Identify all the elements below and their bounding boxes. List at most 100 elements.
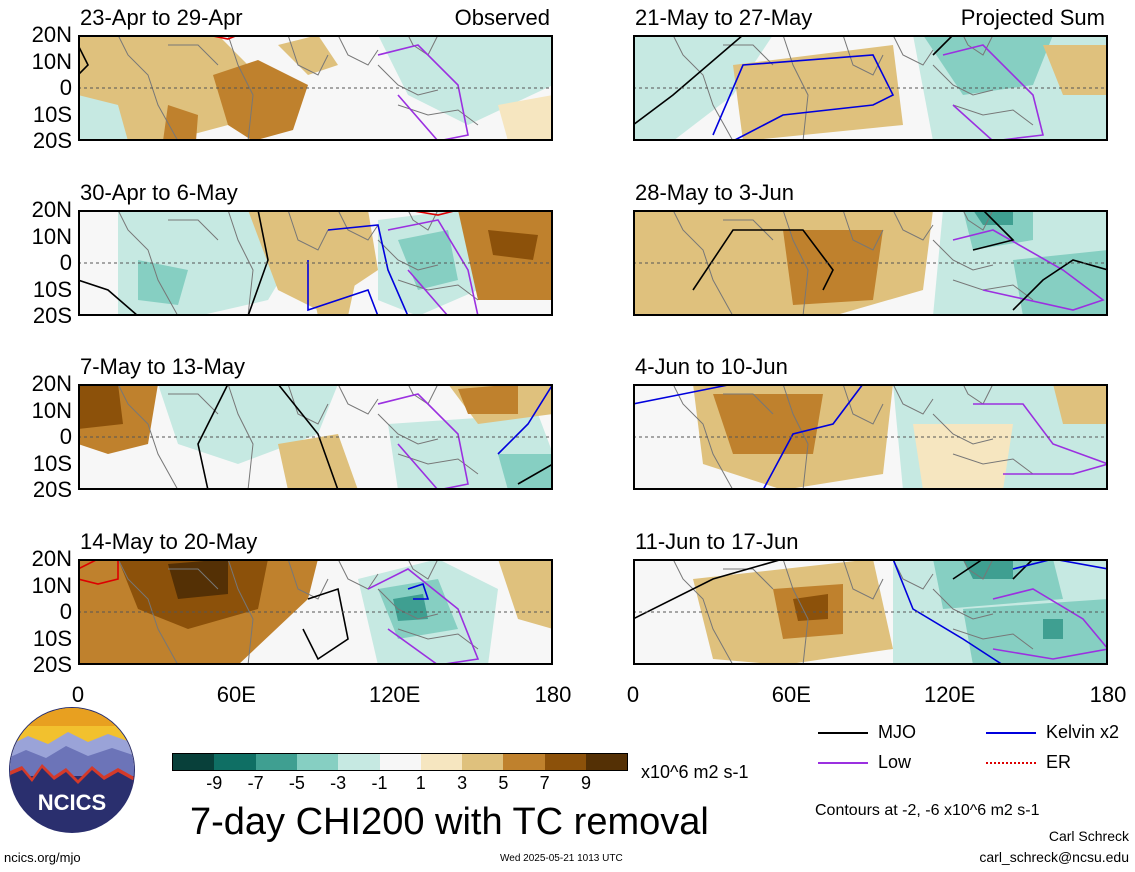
logo-text: NCICS: [38, 790, 106, 815]
anomaly-shading: [168, 559, 228, 599]
contour-line: [1012, 259, 1108, 311]
coastline: [377, 413, 439, 445]
coastline: [287, 35, 329, 76]
coastline: [723, 393, 774, 415]
coastline: [168, 219, 219, 241]
latitude-label: 10S: [32, 450, 72, 476]
coastline: [377, 588, 439, 620]
anomaly-shading: [138, 260, 188, 305]
legend-swatch: [986, 732, 1036, 734]
anomaly-shading: [163, 105, 198, 141]
anomaly-shading: [1043, 45, 1108, 95]
map-panel: [78, 35, 553, 141]
colorbar-swatch: [173, 754, 215, 770]
colorbar-tick: -1: [371, 773, 388, 793]
contour-line: [952, 229, 1105, 311]
colorbar-outline: [172, 753, 629, 771]
contour-line: [633, 384, 734, 405]
contour-line: [377, 393, 469, 490]
contour-line: [78, 44, 89, 76]
site-link[interactable]: ncics.org/mjo: [4, 850, 81, 865]
coastline: [782, 384, 809, 490]
anomaly-shading: [923, 35, 1053, 95]
contour-line: [197, 384, 229, 490]
longitude-label: 120E: [923, 682, 976, 707]
anomaly-shading: [393, 594, 428, 621]
anomaly-shading: [1053, 384, 1108, 424]
map-frame: [633, 210, 1108, 316]
longitude-label: 120E: [368, 682, 421, 707]
colorbar-swatch: [214, 754, 257, 770]
panel-title: 11-Jun to 17-Jun: [635, 529, 799, 554]
coastline: [932, 413, 994, 445]
coastline: [397, 628, 479, 650]
anomaly-shading: [378, 35, 553, 125]
coastline: [932, 588, 994, 620]
contour-line: [277, 384, 339, 490]
coastline: [168, 568, 219, 590]
latitude-label: 10S: [32, 101, 72, 127]
map-panel: [633, 559, 1108, 665]
panel-title: 30-Apr to 6-May: [80, 180, 238, 205]
colorbar-tick: -7: [247, 773, 264, 793]
map-plot: [633, 35, 1108, 141]
legend-swatch: [818, 732, 868, 734]
contour-line: [1012, 559, 1108, 570]
author-name: Carl Schreck: [1048, 828, 1129, 844]
coastline: [397, 453, 479, 475]
map-plot: [78, 210, 553, 316]
author-email: carl_schreck@ncsu.edu: [979, 849, 1129, 865]
coastline: [377, 64, 439, 96]
coastline: [892, 210, 934, 241]
longitude-label: 0: [626, 682, 640, 707]
latitude-label: 0: [59, 250, 72, 275]
legend-label: ER: [1046, 752, 1072, 772]
contour-line: [892, 559, 1004, 665]
coastline: [932, 64, 994, 96]
coastline: [723, 44, 774, 66]
map-plot: [633, 210, 1108, 316]
coastline: [397, 279, 479, 301]
anomaly-shading: [498, 454, 553, 490]
anomaly-shading: [793, 594, 828, 621]
colorbar-swatch: [296, 754, 339, 770]
colorbar-swatch: [503, 754, 546, 770]
contour-line: [407, 582, 430, 600]
contour-line: [992, 588, 1108, 660]
latitude-label: 10N: [31, 223, 72, 249]
latitude-label: 20N: [31, 22, 72, 47]
coastline: [932, 239, 994, 271]
anomaly-shading: [713, 394, 823, 454]
contour-line: [633, 35, 744, 126]
longitude-label: 180: [1089, 682, 1127, 707]
panel-title: 28-May to 3-Jun: [635, 180, 794, 205]
map-frame: [78, 384, 553, 490]
map-panel: [78, 384, 553, 490]
map-plot: [78, 35, 553, 141]
longitude-label: 60E: [771, 682, 811, 707]
map-panel: [633, 384, 1108, 490]
colorbar-tick: 5: [498, 773, 509, 793]
colorbar-tick: 7: [539, 773, 550, 793]
legend-swatch: [986, 762, 1036, 764]
coastline: [407, 35, 439, 56]
coastline: [337, 35, 379, 66]
coastline: [952, 628, 1034, 650]
latitude-label: 20N: [31, 197, 72, 222]
coastline: [842, 384, 884, 425]
coastline: [672, 35, 734, 141]
map-panel: [633, 35, 1108, 141]
colorbar-swatch: [544, 754, 587, 770]
anomaly-shading: [498, 559, 553, 629]
colorbar-swatch: [379, 754, 422, 770]
contour-line: [973, 403, 1108, 475]
coastline: [782, 210, 809, 316]
contour-note: Contours at -2, -6 x10^6 m2 s-1: [815, 802, 1040, 819]
coastline: [962, 210, 994, 231]
coastline: [672, 384, 734, 490]
coastline: [168, 44, 219, 66]
coastline: [407, 384, 439, 405]
coastline: [842, 210, 884, 251]
latitude-label: 10N: [31, 397, 72, 423]
coastline: [407, 210, 439, 231]
